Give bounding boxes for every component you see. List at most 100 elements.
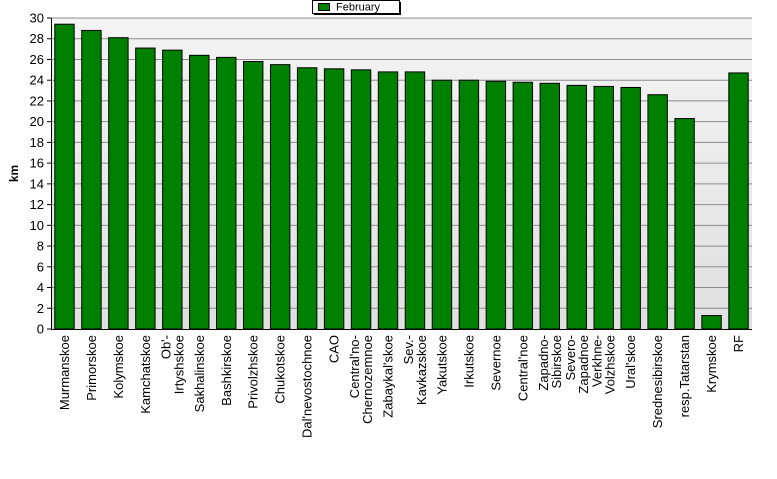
bar xyxy=(620,86,641,330)
legend-swatch xyxy=(318,3,330,11)
x-tick-label: Severo-Zapadnoe xyxy=(563,335,591,394)
x-tick-label-line: Sev.- xyxy=(401,335,416,364)
legend-label: February xyxy=(336,2,381,14)
bar xyxy=(539,82,560,330)
x-tick-label: Bashkirskoe xyxy=(219,335,234,406)
bar xyxy=(189,54,210,330)
x-tick-label: Chukotskoe xyxy=(273,335,288,404)
bar xyxy=(269,64,291,330)
bar xyxy=(728,72,749,330)
x-tick-label: Verkhne-Volzhskoe xyxy=(590,335,618,394)
x-axis-labels: Murmanskoe Primorskoe Kolymskoe Kamchatskoe… xyxy=(57,335,746,438)
x-tick-label-line: Central'noe xyxy=(515,335,530,401)
bar xyxy=(54,23,75,330)
y-tick-label: 18 xyxy=(30,135,44,150)
bar xyxy=(647,94,668,330)
x-tick-label-line: Srednesibirskoe xyxy=(650,335,665,428)
x-tick-label-line: Bashkirskoe xyxy=(219,335,234,406)
x-tick-label-line: Severnoe xyxy=(488,335,503,391)
x-tick-label-line: Zabaykal'skoe xyxy=(381,335,396,418)
bar xyxy=(458,79,480,330)
x-tick-label-line: Volzhskoe xyxy=(603,335,618,394)
x-tick-label-line: Zapadno- xyxy=(536,335,551,391)
x-tick-label: resp.Tatarstan xyxy=(677,335,692,417)
x-tick-label-line: Privolzhskoe xyxy=(246,335,261,409)
x-tick-label-line: Krymskoe xyxy=(704,335,719,393)
bar xyxy=(135,47,156,330)
x-tick-label-line: resp.Tatarstan xyxy=(677,335,692,417)
bar xyxy=(108,37,129,330)
x-tick-label-line: Primorskoe xyxy=(84,335,99,401)
x-tick-label-line: Ural'skoe xyxy=(623,335,638,389)
x-tick-label: Severnoe xyxy=(488,335,503,391)
y-tick-label: 30 xyxy=(30,11,44,26)
bar xyxy=(593,85,614,330)
x-tick-label-line: Zapadnoe xyxy=(576,335,591,394)
x-tick-label-line: Ob'- xyxy=(158,335,173,359)
bar xyxy=(674,118,695,330)
bar xyxy=(512,81,534,330)
x-tick-label: Ural'skoe xyxy=(623,335,638,389)
x-tick-label-line: Central'no- xyxy=(347,335,362,398)
x-tick-label: CAO xyxy=(327,335,342,363)
y-tick-label: 14 xyxy=(30,176,44,191)
x-tick-label-line: Verkhne- xyxy=(590,335,605,387)
x-tick-label-line: Irtyshskoe xyxy=(171,335,186,394)
y-tick-label: 28 xyxy=(30,31,44,46)
x-tick-label-line: Chukotskoe xyxy=(273,335,288,404)
y-axis-title: km xyxy=(7,165,21,182)
legend-box xyxy=(312,0,400,14)
y-tick-label: 26 xyxy=(30,52,44,67)
y-tick-label: 24 xyxy=(30,73,44,88)
y-tick-label: 12 xyxy=(30,197,44,212)
bar xyxy=(485,80,507,330)
y-tick-label: 22 xyxy=(30,93,44,108)
x-tick-label: Sakhalinskoe xyxy=(192,335,207,412)
x-tick-label-line: RF xyxy=(731,335,746,352)
x-tick-label: Srednesibirskoe xyxy=(650,335,665,428)
y-tick-label: 10 xyxy=(30,218,44,233)
x-tick-label-line: Severo- xyxy=(563,335,578,381)
x-tick-label: Privolzhskoe xyxy=(246,335,261,409)
x-tick-label: Zapadno-Sibirskoe xyxy=(536,335,564,391)
x-tick-label: Ob'-Irtyshskoe xyxy=(158,335,186,394)
y-tick-label: 20 xyxy=(30,114,44,129)
plot-area xyxy=(51,18,752,329)
y-tick-label: 6 xyxy=(37,259,44,274)
x-tick-label: Irkutskoe xyxy=(461,335,476,388)
bar xyxy=(701,315,722,330)
y-tick-label: 0 xyxy=(37,322,44,337)
x-tick-label-line: Kamchatskoe xyxy=(138,335,153,414)
bar xyxy=(431,79,453,330)
x-tick-label-line: Sibirskoe xyxy=(549,335,564,388)
x-tick-label: Zabaykal'skoe xyxy=(381,335,396,418)
bar-series xyxy=(54,23,749,330)
x-tick-label: Kolymskoe xyxy=(111,335,126,399)
bar xyxy=(162,49,183,330)
x-tick-label-line: Irkutskoe xyxy=(461,335,476,388)
x-tick-label: Murmanskoe xyxy=(57,335,72,410)
bar xyxy=(350,69,372,330)
x-tick-label-line: Kavkazskoe xyxy=(414,335,429,405)
bar xyxy=(566,84,587,330)
x-tick-label: Central'noe xyxy=(515,335,530,401)
x-tick-label-line: Kolymskoe xyxy=(111,335,126,399)
x-tick-label-line: Sakhalinskoe xyxy=(192,335,207,412)
x-tick-label-line: Dal'nevostochnoe xyxy=(300,335,315,438)
x-tick-label: Sev.-Kavkazskoe xyxy=(401,335,429,405)
x-tick-label: Yakutskoe xyxy=(434,335,449,395)
bar xyxy=(323,68,345,330)
legend: February xyxy=(312,0,401,15)
bar xyxy=(296,67,318,330)
x-tick-label-line: Chernozemnoe xyxy=(360,335,375,424)
x-tick-label: Primorskoe xyxy=(84,335,99,401)
x-tick-label: Dal'nevostochnoe xyxy=(300,335,315,438)
bar xyxy=(243,61,264,330)
y-tick-label: 2 xyxy=(37,301,44,316)
y-tick-label: 8 xyxy=(37,239,44,254)
bar xyxy=(404,71,426,330)
x-tick-label: Central'no-Chernozemnoe xyxy=(347,335,375,424)
y-tick-label: 16 xyxy=(30,156,44,171)
